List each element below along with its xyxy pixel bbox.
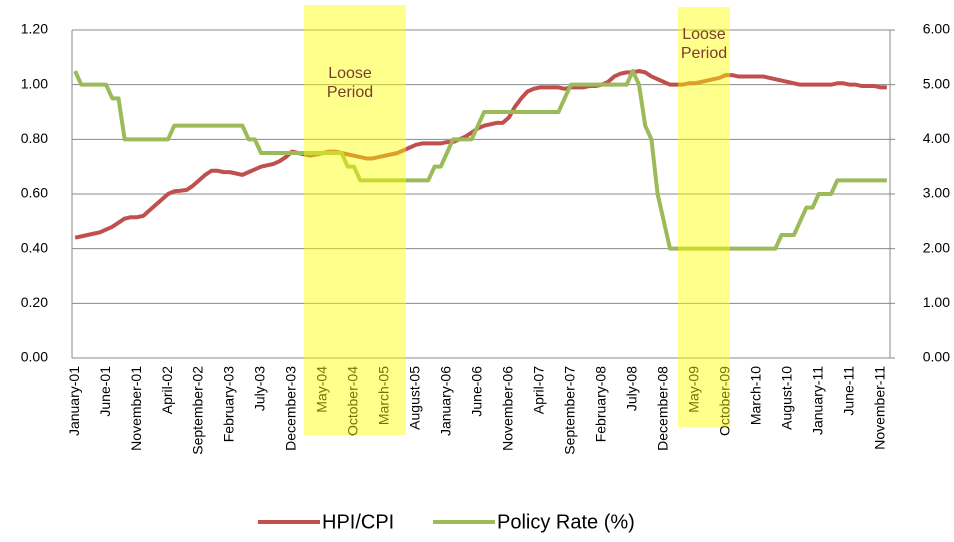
- annotation: Loose Period: [326, 65, 374, 101]
- x-tick-label: January-01: [66, 366, 82, 436]
- x-tick-label: August-10: [778, 366, 794, 430]
- y2-tick-label: 5.00: [923, 75, 950, 91]
- x-tick-label: August-05: [407, 366, 423, 430]
- x-tick-label: October-04: [345, 366, 361, 436]
- x-tick-label: March-05: [376, 366, 392, 425]
- y-tick-label: 0.00: [21, 349, 48, 365]
- x-tick-label: March-10: [747, 366, 763, 425]
- x-tick-label: July-03: [252, 366, 268, 411]
- annotation: Loose Period: [680, 26, 728, 62]
- y2-tick-label: 6.00: [923, 21, 950, 37]
- y2-tick-label: 4.00: [923, 130, 950, 146]
- x-tick-label: January-11: [809, 366, 825, 435]
- series-line: [74, 69, 887, 240]
- y2-tick-label: 3.00: [923, 185, 950, 201]
- y2-tick-label: 0.00: [923, 349, 950, 365]
- x-tick-label: December-08: [655, 366, 671, 451]
- x-tick-label: May-09: [685, 366, 701, 413]
- y-tick-label: 0.20: [21, 294, 48, 310]
- y-tick-label: 0.60: [21, 185, 48, 201]
- x-tick-label: June-01: [97, 366, 113, 417]
- x-tick-label: December-03: [283, 366, 299, 451]
- x-tick-label: November-06: [500, 366, 516, 451]
- x-tick-label: February-03: [221, 366, 237, 442]
- highlight-band: [678, 7, 730, 427]
- highlight-band: [304, 5, 406, 435]
- y-tick-label: 0.80: [21, 130, 48, 146]
- x-tick-label: July-08: [624, 366, 640, 411]
- x-tick-label: September-02: [190, 366, 206, 455]
- x-tick-label: September-07: [562, 366, 578, 455]
- x-tick-label: February-08: [593, 366, 609, 442]
- x-tick-label: November-01: [128, 366, 144, 451]
- x-tick-label: April-02: [159, 366, 175, 414]
- y2-tick-label: 1.00: [923, 294, 950, 310]
- legend-label: HPI/CPI: [322, 511, 394, 533]
- series-line: [73, 69, 887, 251]
- x-tick-label: November-11: [871, 366, 887, 450]
- y2-tick-label: 2.00: [923, 239, 950, 255]
- x-tick-label: May-04: [314, 366, 330, 413]
- x-tick-label: June-11: [840, 366, 856, 416]
- x-tick-label: April-07: [531, 366, 547, 414]
- y-tick-label: 1.20: [21, 21, 48, 37]
- x-tick-label: January-06: [438, 366, 454, 436]
- y-tick-label: 0.40: [21, 239, 48, 255]
- x-tick-label: October-09: [716, 366, 732, 436]
- x-tick-label: June-06: [469, 366, 485, 417]
- y-tick-label: 1.00: [21, 75, 48, 91]
- legend-label: Policy Rate (%): [497, 511, 635, 533]
